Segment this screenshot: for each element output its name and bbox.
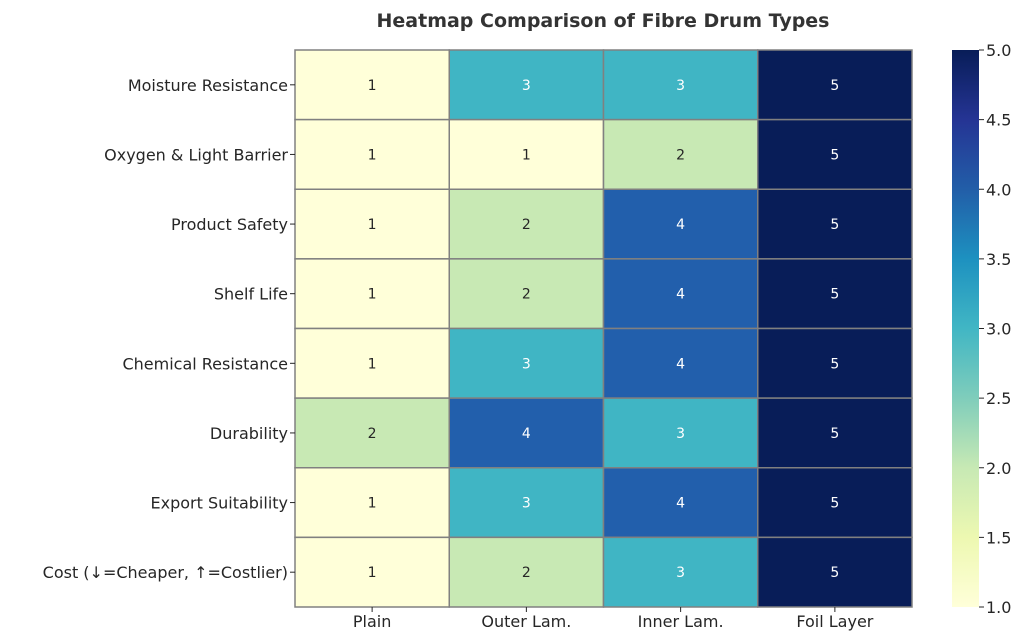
colorbar-tick-label: 2.0: [986, 459, 1011, 478]
heatmap-cells: 1 3 3 5 1 1 2 5 1 2 4 5 1 2 4 5 1 3 4 5 2 4 3 5 1 3 4 5 1 2 3 5: [294, 49, 913, 608]
heatmap-cell-moisture-resistance-outer-lam: [448, 49, 605, 121]
row-labels: Moisture Resistance Oxygen & Light Barrie…: [43, 76, 295, 582]
cell-value-label: 1: [368, 217, 377, 233]
heatmap-cell-export-suitability-foil-layer: [757, 467, 913, 539]
colorbar-tick-label: 4.0: [986, 180, 1011, 199]
row-label-product-safety: Product Safety: [171, 215, 288, 234]
row-label-export-suitability: Export Suitability: [150, 494, 288, 513]
cell-value-label: 5: [830, 217, 839, 233]
colorbar-tick-label: 3.5: [986, 250, 1011, 269]
cell-value-label: 5: [830, 147, 839, 163]
heatmap-cell-export-suitability-inner-lam: [602, 467, 759, 539]
heatmap-cell-moisture-resistance-plain: [294, 49, 450, 121]
cell-value-label: 1: [522, 147, 531, 163]
cell-value-label: 3: [676, 565, 685, 581]
heatmap-cell-export-suitability-plain: [294, 467, 450, 539]
heatmap-cell-shelf-life-outer-lam: [448, 258, 605, 330]
cell-value-label: 5: [830, 496, 839, 512]
cell-value-label: 2: [522, 217, 531, 233]
cell-value-label: 4: [676, 356, 685, 372]
colorbar: 1.0 1.5 2.0 2.5 3.0 3.5 4.0 4.5 5.0: [952, 41, 1011, 617]
cell-value-label: 4: [676, 496, 685, 512]
cell-value-label: 5: [830, 78, 839, 94]
heatmap-cell-durability-plain: [294, 397, 450, 469]
row-label-moisture-resistance: Moisture Resistance: [128, 76, 288, 95]
heatmap-cell-product-safety-outer-lam: [448, 188, 605, 260]
heatmap-cell-chemical-resistance-foil-layer: [757, 327, 913, 399]
column-label-inner-lam: Inner Lam.: [638, 612, 724, 631]
column-labels: Plain Outer Lam. Inner Lam. Foil Layer: [353, 607, 874, 631]
cell-value-label: 1: [368, 78, 377, 94]
colorbar-tick-label: 4.5: [986, 111, 1011, 130]
cell-value-label: 2: [368, 426, 377, 442]
row-label-chemical-resistance: Chemical Resistance: [122, 354, 288, 373]
cell-value-label: 2: [522, 565, 531, 581]
heatmap-cell-shelf-life-foil-layer: [757, 258, 913, 330]
cell-value-label: 3: [522, 78, 531, 94]
cell-value-label: 1: [368, 565, 377, 581]
row-label-cost-cheaper-costlier: Cost (↓=Cheaper, ↑=Costlier): [43, 563, 288, 582]
colorbar-gradient: [952, 50, 979, 607]
cell-value-label: 3: [676, 78, 685, 94]
heatmap-cell-product-safety-foil-layer: [757, 188, 913, 260]
heatmap-cell-oxygen-light-barrier-foil-layer: [757, 118, 913, 190]
colorbar-tick-label: 5.0: [986, 41, 1011, 60]
cell-value-label: 5: [830, 565, 839, 581]
heatmap-cell-chemical-resistance-inner-lam: [602, 327, 759, 399]
cell-value-label: 1: [368, 496, 377, 512]
cell-value-label: 5: [830, 287, 839, 303]
cell-value-label: 3: [676, 426, 685, 442]
cell-value-label: 5: [830, 356, 839, 372]
heatmap-cell-durability-inner-lam: [602, 397, 759, 469]
cell-value-label: 2: [676, 147, 685, 163]
colorbar-tick-label: 3.0: [986, 320, 1011, 339]
colorbar-tick-label: 2.5: [986, 389, 1011, 408]
cell-value-label: 1: [368, 287, 377, 303]
cell-value-label: 2: [522, 287, 531, 303]
colorbar-tick-label: 1.0: [986, 598, 1011, 617]
chart-title: Heatmap Comparison of Fibre Drum Types: [377, 10, 830, 32]
cell-value-label: 5: [830, 426, 839, 442]
colorbar-tick-label: 1.5: [986, 528, 1011, 547]
cell-value-label: 3: [522, 356, 531, 372]
column-label-foil-layer: Foil Layer: [796, 612, 873, 631]
heatmap-cell-durability-outer-lam: [448, 397, 605, 469]
heatmap-cell-moisture-resistance-inner-lam: [602, 49, 759, 121]
heatmap-cell-oxygen-light-barrier-outer-lam: [448, 118, 605, 190]
cell-value-label: 1: [368, 147, 377, 163]
heatmap-cell-chemical-resistance-outer-lam: [448, 327, 605, 399]
cell-value-label: 3: [522, 496, 531, 512]
cell-value-label: 4: [676, 217, 685, 233]
row-label-durability: Durability: [210, 424, 288, 443]
heatmap-cell-durability-foil-layer: [757, 397, 913, 469]
column-label-plain: Plain: [353, 612, 391, 631]
heatmap-cell-cost-cheaper-costlier-inner-lam: [602, 536, 759, 608]
heatmap-cell-moisture-resistance-foil-layer: [757, 49, 913, 121]
row-label-oxygen-light-barrier: Oxygen & Light Barrier: [104, 145, 288, 164]
row-label-shelf-life: Shelf Life: [214, 285, 288, 304]
cell-value-label: 4: [522, 426, 531, 442]
cell-value-label: 1: [368, 356, 377, 372]
column-label-outer-lam: Outer Lam.: [481, 612, 571, 631]
heatmap-cell-cost-cheaper-costlier-plain: [294, 536, 450, 608]
cell-value-label: 4: [676, 287, 685, 303]
